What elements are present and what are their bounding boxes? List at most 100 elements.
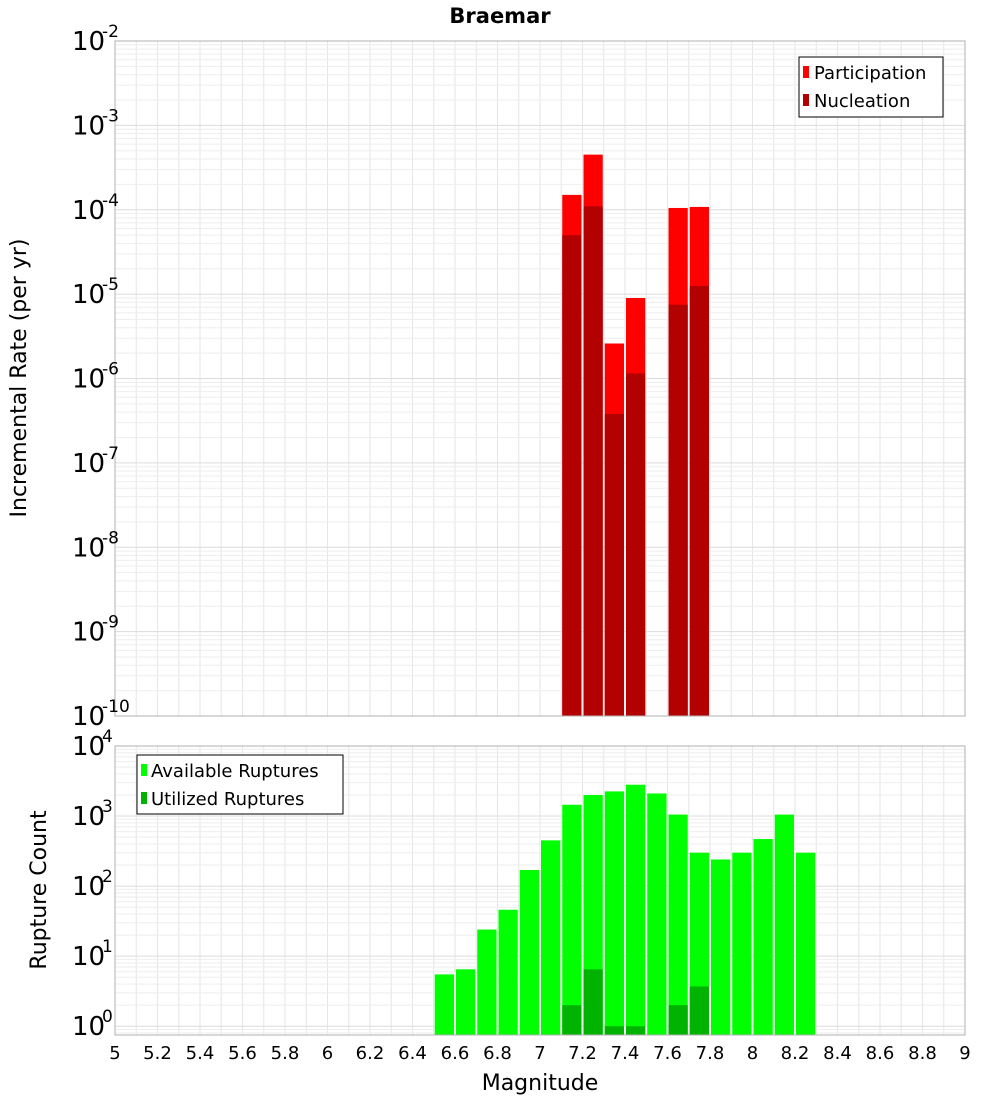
top-y-tick-exponent: -10	[102, 697, 130, 717]
bottom-legend: Available Ruptures Utilized Ruptures	[136, 754, 344, 815]
bottom-y-tick-label: 10	[72, 872, 105, 902]
top-y-tick-exponent: -5	[102, 275, 119, 295]
chart-title: Braemar	[449, 4, 551, 28]
top-plot-frame	[114, 40, 966, 717]
utilized-ruptures-bar	[604, 1026, 624, 1035]
available-ruptures-bar	[519, 869, 539, 1035]
bottom-y-tick-exponent: 4	[102, 727, 113, 747]
bottom-bars	[434, 784, 816, 1035]
top-y-tick-label: 10	[72, 280, 105, 310]
top-y-tick-label: 10	[72, 533, 105, 563]
x-tick-label: 7.4	[611, 1043, 640, 1064]
legend-swatch-available	[141, 764, 147, 776]
x-tick-label: 6	[322, 1043, 333, 1064]
top-y-ticks: 10-210-310-410-510-610-710-810-910-10	[72, 22, 130, 732]
legend-label-nucleation: Nucleation	[814, 91, 910, 112]
top-y-tick-exponent: -9	[102, 613, 119, 633]
utilized-ruptures-bar	[626, 1026, 646, 1035]
available-ruptures-bar	[562, 804, 582, 1035]
top-legend-box	[798, 56, 944, 118]
x-tick-label: 9	[959, 1043, 970, 1064]
bottom-y-tick-exponent: 3	[102, 797, 113, 817]
bottom-legend-box	[136, 754, 344, 815]
top-y-axis-label: Incremental Rate (per yr)	[7, 239, 32, 518]
x-tick-label: 5.4	[186, 1043, 215, 1064]
x-tick-label: 5.6	[228, 1043, 257, 1064]
top-y-tick-exponent: -3	[102, 106, 119, 126]
available-ruptures-bar	[434, 974, 454, 1035]
legend-label-participation: Participation	[814, 63, 926, 84]
x-tick-label: 6.6	[441, 1043, 470, 1064]
bottom-y-tick-exponent: 0	[102, 1007, 113, 1027]
top-y-tick-exponent: -4	[102, 191, 119, 211]
available-ruptures-bar	[626, 784, 646, 1035]
top-legend: Participation Nucleation	[798, 56, 944, 118]
nucleation-bar	[562, 235, 582, 716]
utilized-ruptures-bar	[583, 969, 603, 1035]
top-y-tick-label: 10	[72, 618, 105, 648]
bottom-y-tick-label: 10	[72, 942, 105, 972]
nucleation-bar	[604, 413, 624, 716]
x-tick-label: 5.2	[143, 1043, 172, 1064]
nucleation-bar	[626, 373, 646, 716]
x-tick-label: 5	[109, 1043, 120, 1064]
x-tick-label: 7.2	[568, 1043, 597, 1064]
x-tick-label: 6.2	[356, 1043, 385, 1064]
x-tick-label: 6.8	[483, 1043, 512, 1064]
available-ruptures-bar	[711, 859, 731, 1035]
available-ruptures-bar	[604, 791, 624, 1035]
x-tick-label: 7.6	[653, 1043, 682, 1064]
top-y-tick-label: 10	[72, 449, 105, 479]
top-y-tick-exponent: -7	[102, 444, 119, 464]
available-ruptures-bar	[477, 929, 497, 1035]
nucleation-bar	[668, 304, 688, 716]
utilized-ruptures-bar	[689, 986, 709, 1035]
available-ruptures-bar	[774, 814, 794, 1035]
x-axis-label: Magnitude	[482, 1071, 599, 1096]
legend-swatch-nucleation	[803, 94, 809, 106]
bottom-x-ticks: 5 5.2 5.4 5.6 5.8 6 6.2 6.4 6.6 6.8 7 7.2 7.4 7.6 7.8 8…	[109, 1043, 970, 1064]
top-y-tick-label: 10	[72, 27, 105, 57]
top-y-tick-exponent: -6	[102, 360, 119, 380]
bottom-y-tick-label: 10	[72, 1012, 105, 1042]
x-tick-label: 8.8	[908, 1043, 937, 1064]
available-ruptures-bar	[541, 840, 561, 1035]
bottom-plot-frame	[114, 745, 966, 1036]
available-ruptures-bar	[796, 852, 816, 1035]
nucleation-bar	[583, 206, 603, 716]
available-ruptures-bar	[668, 814, 688, 1035]
x-tick-label: 5.8	[271, 1043, 300, 1064]
legend-swatch-utilized	[141, 792, 147, 804]
legend-swatch-participation	[803, 66, 809, 78]
available-ruptures-bar	[732, 852, 752, 1035]
top-y-tick-exponent: -8	[102, 528, 119, 548]
bottom-y-tick-label: 10	[72, 732, 105, 762]
x-tick-label: 8.4	[823, 1043, 852, 1064]
nucleation-bar	[689, 285, 709, 716]
x-tick-label: 8	[747, 1043, 758, 1064]
top-y-tick-exponent: -2	[102, 22, 119, 42]
available-ruptures-bar	[498, 909, 518, 1035]
top-grid	[114, 41, 966, 717]
top-panel: 10-210-310-410-510-610-710-810-910-10 In…	[7, 22, 966, 732]
utilized-ruptures-bar	[562, 1005, 582, 1035]
legend-label-utilized: Utilized Ruptures	[151, 789, 304, 810]
top-bars	[562, 154, 709, 716]
x-tick-label: 8.6	[866, 1043, 895, 1064]
legend-label-available: Available Ruptures	[151, 761, 319, 782]
x-tick-label: 6.4	[398, 1043, 427, 1064]
x-tick-label: 8.2	[781, 1043, 810, 1064]
top-y-tick-label: 10	[72, 111, 105, 141]
x-tick-label: 7	[534, 1043, 545, 1064]
utilized-ruptures-bar	[668, 1005, 688, 1035]
bottom-y-axis-label: Rupture Count	[27, 810, 52, 970]
top-y-tick-label: 10	[72, 196, 105, 226]
bottom-y-tick-exponent: 1	[102, 937, 113, 957]
x-tick-label: 7.8	[696, 1043, 725, 1064]
available-ruptures-bar	[456, 969, 476, 1035]
bottom-y-tick-label: 10	[72, 802, 105, 832]
top-y-tick-label: 10	[72, 702, 105, 732]
